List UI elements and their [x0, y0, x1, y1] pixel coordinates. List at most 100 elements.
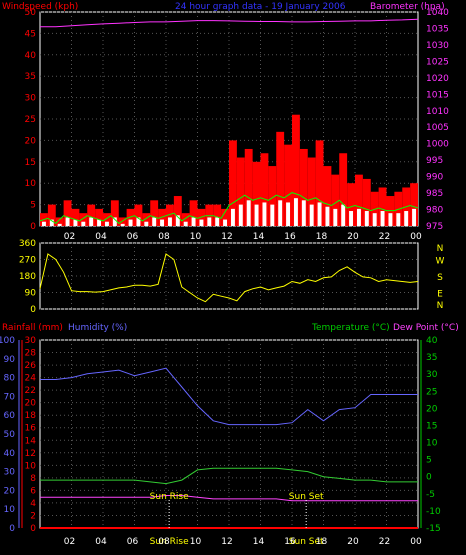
rainfall-tick-label: 8 [30, 474, 36, 484]
wind-gust-bar [118, 217, 127, 226]
temp-chart-x-tick: 10 [190, 537, 202, 547]
wind-gust-bar [166, 204, 174, 226]
wind-chart-x-tick: 10 [190, 232, 202, 242]
wind-avg-bar [412, 208, 417, 226]
wind-avg-bar [144, 221, 149, 226]
wind-avg-bar [293, 198, 298, 226]
wind-avg-bar [278, 200, 283, 226]
temp-chart-x-tick: 16 [284, 537, 296, 547]
chart-title: 24 hour graph data - 19 January 2006 [175, 2, 346, 12]
wind-avg-bar [175, 215, 180, 226]
wind-gust-bar [315, 140, 324, 226]
wind-avg-bar [65, 217, 70, 226]
wind-gust-bar [63, 200, 72, 226]
temperature-tick-label: 10 [426, 439, 438, 449]
wind-avg-bar [380, 211, 385, 226]
barometer-tick-label: 985 [426, 189, 443, 199]
wind-avg-bar [49, 219, 54, 226]
direction-tick-label: 90 [25, 289, 37, 299]
wind-avg-bar [215, 217, 220, 226]
wind-gust-bar [87, 204, 96, 226]
wind-avg-bar [207, 217, 212, 226]
wind-avg-bar [167, 217, 172, 226]
wind-chart-x-tick: 16 [284, 232, 296, 242]
sunrise-label: Sun Rise [150, 492, 189, 502]
wind-avg-bar [41, 221, 46, 226]
wind-average-line [39, 192, 419, 225]
wind-avg-bar [160, 219, 165, 226]
humidity-tick-label: 20 [4, 486, 16, 496]
wind-avg-bar [254, 204, 259, 226]
humidity-tick-label: 30 [4, 468, 16, 478]
compass-label: N [437, 301, 444, 311]
rainfall-tick-label: 2 [30, 511, 36, 521]
wind-gust-bar [189, 200, 198, 226]
wind-gust-bar [410, 183, 418, 226]
wind-gust-bar [236, 157, 245, 226]
humidity-tick-label: 10 [4, 505, 16, 515]
wind-gust-bar [276, 131, 285, 226]
rainfall-tick-label: 6 [30, 486, 36, 496]
wind-avg-bar [341, 204, 346, 226]
wind-gust-bar [150, 200, 159, 226]
temperature-tick-label: -15 [426, 524, 441, 534]
compass-label: S [437, 273, 443, 283]
compass-label: W [436, 257, 445, 267]
rainfall-tick-label: 26 [25, 361, 37, 371]
wind-gust-bar [142, 213, 151, 226]
humidity-tick-label: 90 [4, 355, 16, 365]
wind-gust-bar [307, 157, 316, 226]
temperature-tick-label: 20 [426, 404, 438, 414]
sunset-time-label: Sun Set [289, 537, 324, 547]
direction-tick-label: 270 [19, 256, 36, 266]
wind-gust-bar [103, 213, 111, 226]
wind-avg-bar [325, 206, 330, 226]
temperature-tick-label: -5 [426, 490, 435, 500]
temp-chart-x-tick: 14 [253, 537, 265, 547]
wind-direction-line [39, 253, 419, 303]
wind-gust-bar [299, 148, 308, 226]
wind-avg-bar [120, 223, 125, 226]
rainfall-tick-label: 12 [25, 449, 36, 459]
wind-gust-bar [95, 208, 103, 226]
wind-avg-bar [81, 221, 86, 226]
wind-gust-bar [268, 166, 277, 226]
wind-gust-bar [79, 213, 88, 226]
wind-avg-bar [223, 219, 228, 226]
rainfall-tick-label: 30 [25, 336, 37, 346]
wind-gust-bar [173, 196, 182, 226]
temperature-line [40, 467, 418, 485]
windspeed-tick-label: 0 [30, 222, 36, 232]
temperature-tick-label: 5 [426, 456, 432, 466]
wind-avg-bar [388, 213, 393, 226]
wind-avg-bar [191, 217, 196, 226]
wind-avg-bar [270, 204, 275, 226]
wind-gust-bar [323, 166, 332, 226]
humidity-tick-label: 60 [4, 411, 16, 421]
humidity-axis-label: Humidity (%) [68, 323, 127, 333]
wind-avg-bar [309, 204, 314, 226]
wind-avg-bar [238, 204, 243, 226]
wind-gust-bar [292, 114, 300, 226]
rainfall-axis-label: Rainfall (mm) [2, 323, 63, 333]
wind-gust-bar [71, 208, 80, 226]
temp-chart-x-tick: 08 [158, 537, 170, 547]
wind-avg-bar [372, 213, 377, 226]
humidity-tick-label: 70 [4, 392, 16, 402]
wind-avg-bar [104, 221, 109, 226]
wind-chart-x-tick: 00 [410, 232, 422, 242]
temp-chart-x-tick: 20 [347, 537, 359, 547]
wind-avg-bar [404, 211, 409, 226]
wind-avg-bar [396, 213, 401, 226]
wind-chart-x-tick: 14 [253, 232, 265, 242]
dewpoint-axis-label: Dew Point (°C) [393, 323, 459, 333]
humidity-tick-label: 100 [0, 336, 15, 346]
wind-avg-bar [262, 202, 267, 226]
temperature-tick-label: 15 [426, 421, 437, 431]
wind-avg-bar [286, 202, 291, 226]
wind-avg-bar [364, 211, 369, 226]
wind-avg-bar [317, 202, 322, 226]
windspeed-tick-label: 40 [25, 51, 37, 61]
barometer-tick-label: 1000 [426, 140, 449, 150]
